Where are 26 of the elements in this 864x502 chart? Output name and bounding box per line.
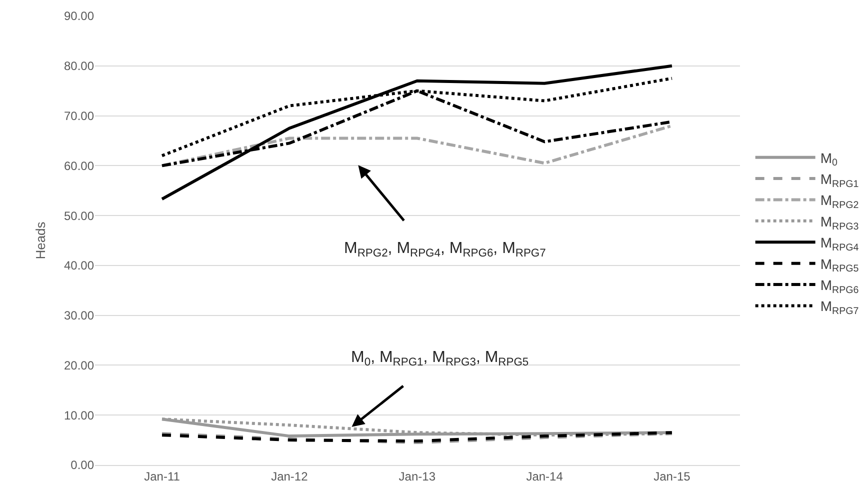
legend-label: M$_{RPG4}$ [820, 234, 860, 254]
x-tick-label: Jan-14 [526, 469, 564, 484]
y-tick-label: 40.00 [64, 258, 94, 273]
y-tick-label: 60.00 [64, 158, 94, 173]
annotation: M$_{RPG2}$, M$_{RPG4}$, M$_{RPG6}$, M$_{RPG7}$ [344, 240, 546, 260]
y-tick-label: 20.00 [64, 358, 94, 372]
x-tick-label: Jan-15 [654, 469, 691, 484]
x-tick-label: Jan-13 [398, 469, 436, 484]
legend-label: M$_{RPG3}$ [820, 213, 860, 232]
legend-label: M$_{RPG2}$ [820, 192, 859, 212]
annotation: M$_{0}$, M$_{RPG1}$, M$_{RPG3}$, M$_{RPG5}$ [351, 349, 529, 368]
legend-label: M$_{RPG1}$ [820, 170, 859, 190]
y-tick-label: 50.00 [64, 208, 94, 223]
x-tick-label: Jan-11 [144, 469, 180, 484]
y-tick-label: 0.00 [70, 458, 94, 472]
legend-label: M$_{RPG7}$ [820, 298, 859, 318]
legend-label: M$_{RPG6}$ [820, 276, 860, 296]
y-axis-title: Heads [32, 221, 48, 260]
y-tick-label: 10.00 [64, 408, 94, 422]
y-tick-label: 30.00 [64, 308, 94, 323]
y-tick-label: 70.00 [64, 108, 94, 123]
legend-label: M$_{RPG5}$ [820, 256, 860, 275]
x-tick-label: Jan-12 [271, 469, 308, 484]
legend-label: M$_{0}$ [820, 150, 838, 169]
y-tick-label: 80.00 [64, 59, 94, 74]
y-tick-label: 90.00 [64, 9, 94, 24]
